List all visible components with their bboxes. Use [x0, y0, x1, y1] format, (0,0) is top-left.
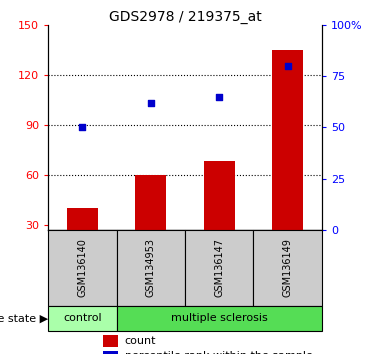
Text: disease state ▶: disease state ▶: [0, 313, 48, 323]
Point: [148, 100, 154, 105]
Point: [216, 94, 222, 99]
Bar: [117, 230, 185, 306]
Bar: [204, 161, 235, 230]
Bar: [117, 306, 322, 331]
Bar: [67, 208, 98, 230]
Text: control: control: [63, 313, 102, 323]
Bar: [48, 306, 117, 331]
Bar: [103, 336, 118, 347]
Text: percentile rank within the sample: percentile rank within the sample: [125, 352, 313, 354]
Point: [79, 125, 85, 130]
Text: GSM136149: GSM136149: [283, 238, 293, 297]
Bar: [253, 230, 322, 306]
Bar: [103, 350, 118, 354]
Text: GSM134953: GSM134953: [146, 238, 156, 297]
Text: multiple sclerosis: multiple sclerosis: [171, 313, 268, 323]
Bar: [185, 230, 253, 306]
Point: [285, 63, 291, 69]
Bar: [272, 50, 303, 230]
Bar: [135, 175, 166, 230]
Text: count: count: [125, 336, 156, 346]
Bar: [48, 230, 117, 306]
Text: GSM136147: GSM136147: [214, 238, 224, 297]
Text: GSM136140: GSM136140: [77, 238, 87, 297]
Title: GDS2978 / 219375_at: GDS2978 / 219375_at: [109, 10, 261, 24]
